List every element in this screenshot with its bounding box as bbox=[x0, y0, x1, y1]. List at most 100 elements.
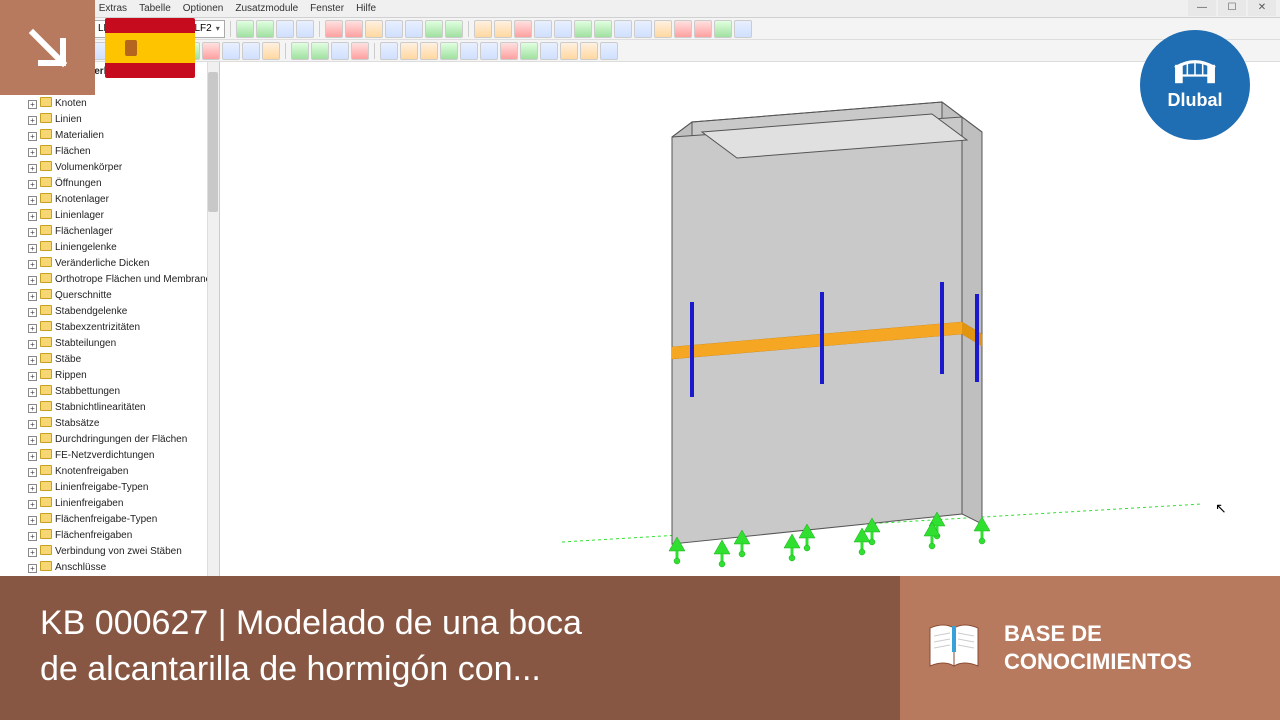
tree-item[interactable]: +Anschlüsse bbox=[28, 560, 219, 576]
tool-btn[interactable] bbox=[440, 42, 458, 60]
tool-btn[interactable] bbox=[654, 20, 672, 38]
app-window: ung Ergebnisse Extras Tabelle Optionen Z… bbox=[0, 0, 1280, 576]
tree-item[interactable]: +Stabbettungen bbox=[28, 384, 219, 400]
tool-btn[interactable] bbox=[480, 42, 498, 60]
tool-btn[interactable] bbox=[242, 42, 260, 60]
tree-item[interactable]: +Stäbe bbox=[28, 352, 219, 368]
tool-btn[interactable] bbox=[425, 20, 443, 38]
tree-item[interactable]: +Materialien bbox=[28, 128, 219, 144]
tree-scrollbar[interactable] bbox=[207, 62, 219, 576]
tree-item[interactable]: +Flächenfreigaben bbox=[28, 528, 219, 544]
tool-btn[interactable] bbox=[325, 20, 343, 38]
tool-btn[interactable] bbox=[256, 20, 274, 38]
tree-item[interactable]: +Knotenlager bbox=[28, 192, 219, 208]
tree-item[interactable]: +FE-Netzverdichtungen bbox=[28, 448, 219, 464]
menu-item[interactable]: Fenster bbox=[310, 3, 344, 14]
tree-item[interactable]: +Stabendgelenke bbox=[28, 304, 219, 320]
window-minimize[interactable]: — bbox=[1188, 0, 1216, 16]
window-close[interactable]: ✕ bbox=[1248, 0, 1276, 16]
tool-btn[interactable] bbox=[600, 42, 618, 60]
tree-item[interactable]: +Linien bbox=[28, 112, 219, 128]
tool-btn[interactable] bbox=[276, 20, 294, 38]
tree-item[interactable]: +Knotenfreigaben bbox=[28, 464, 219, 480]
tool-btn[interactable] bbox=[594, 20, 612, 38]
tool-btn[interactable] bbox=[405, 20, 423, 38]
tool-btn[interactable] bbox=[694, 20, 712, 38]
tool-btn[interactable] bbox=[400, 42, 418, 60]
tree-item[interactable]: +Stabnichtlinearitäten bbox=[28, 400, 219, 416]
tree-item[interactable]: +Liniengelenke bbox=[28, 240, 219, 256]
tool-btn[interactable] bbox=[385, 20, 403, 38]
tool-btn[interactable] bbox=[714, 20, 732, 38]
kb-label-l1: BASE DE bbox=[1004, 620, 1192, 648]
tree-item[interactable]: +Querschnitte bbox=[28, 288, 219, 304]
menu-item[interactable]: Zusatzmodule bbox=[235, 3, 298, 14]
tree-item[interactable]: +Linienfreigaben bbox=[28, 496, 219, 512]
tool-btn[interactable] bbox=[560, 42, 578, 60]
menu-item[interactable]: Tabelle bbox=[139, 3, 171, 14]
tool-btn[interactable] bbox=[554, 20, 572, 38]
tool-btn[interactable] bbox=[445, 20, 463, 38]
tool-btn[interactable] bbox=[734, 20, 752, 38]
tool-btn[interactable] bbox=[540, 42, 558, 60]
kb-label-l2: CONOCIMIENTOS bbox=[1004, 648, 1192, 676]
tool-btn[interactable] bbox=[296, 20, 314, 38]
tree-item[interactable]: +Stabexzentrizitäten bbox=[28, 320, 219, 336]
tree-item[interactable]: +Rippen bbox=[28, 368, 219, 384]
navigator-panel: -Social Media Querkraftdübel -Modelldate… bbox=[0, 62, 220, 576]
video-title: KB 000627 | Modelado de una boca de alca… bbox=[0, 576, 900, 720]
tool-btn[interactable] bbox=[345, 20, 363, 38]
tree-item[interactable]: +Linienfreigabe-Typen bbox=[28, 480, 219, 496]
tree-item[interactable]: +Knoten bbox=[28, 96, 219, 112]
tool-btn[interactable] bbox=[236, 20, 254, 38]
tool-btn[interactable] bbox=[514, 20, 532, 38]
tree-item[interactable]: +Stabteilungen bbox=[28, 336, 219, 352]
cursor-icon: ↖ bbox=[1215, 500, 1227, 517]
tree-item[interactable]: +Stabsätze bbox=[28, 416, 219, 432]
tool-btn[interactable] bbox=[365, 20, 383, 38]
tool-btn[interactable] bbox=[674, 20, 692, 38]
tree-item[interactable]: +Linienlager bbox=[28, 208, 219, 224]
tool-btn[interactable] bbox=[580, 42, 598, 60]
tree-item[interactable]: +Orthotrope Flächen und Membranen bbox=[28, 272, 219, 288]
tool-btn[interactable] bbox=[494, 20, 512, 38]
tree-item[interactable]: +Flächenfreigabe-Typen bbox=[28, 512, 219, 528]
menu-item[interactable]: Optionen bbox=[183, 3, 224, 14]
tool-btn[interactable] bbox=[331, 42, 349, 60]
tool-btn[interactable] bbox=[520, 42, 538, 60]
book-icon bbox=[924, 616, 984, 681]
window-maximize[interactable]: ☐ bbox=[1218, 0, 1246, 16]
tool-btn[interactable] bbox=[351, 42, 369, 60]
menu-item[interactable]: Extras bbox=[99, 3, 127, 14]
tree-item[interactable]: +Flächen bbox=[28, 144, 219, 160]
tree-item[interactable]: +Öffnungen bbox=[28, 176, 219, 192]
lower-third: KB 000627 | Modelado de una boca de alca… bbox=[0, 576, 1280, 720]
tool-btn[interactable] bbox=[574, 20, 592, 38]
model-viewport[interactable] bbox=[222, 62, 1280, 576]
tool-btn[interactable] bbox=[634, 20, 652, 38]
corner-badge bbox=[0, 0, 95, 95]
tool-btn[interactable] bbox=[474, 20, 492, 38]
tree-item[interactable]: +Verbindung von zwei Stäben bbox=[28, 544, 219, 560]
tool-btn[interactable] bbox=[202, 42, 220, 60]
tool-btn[interactable] bbox=[222, 42, 240, 60]
kb-badge: BASE DE CONOCIMIENTOS bbox=[900, 576, 1280, 720]
logo-text: Dlubal bbox=[1167, 90, 1222, 111]
tool-btn[interactable] bbox=[262, 42, 280, 60]
tool-btn[interactable] bbox=[500, 42, 518, 60]
tool-btn[interactable] bbox=[311, 42, 329, 60]
tool-btn[interactable] bbox=[614, 20, 632, 38]
tool-btn[interactable] bbox=[380, 42, 398, 60]
menu-item[interactable]: Hilfe bbox=[356, 3, 376, 14]
tree-item[interactable]: +Veränderliche Dicken bbox=[28, 256, 219, 272]
tree-item[interactable]: +Volumenkörper bbox=[28, 160, 219, 176]
tree-item[interactable]: +Durchdringungen der Flächen bbox=[28, 432, 219, 448]
tree-item[interactable]: +Flächenlager bbox=[28, 224, 219, 240]
menu-bar: ung Ergebnisse Extras Tabelle Optionen Z… bbox=[0, 0, 1280, 18]
spain-flag-icon bbox=[105, 18, 195, 78]
tool-btn[interactable] bbox=[420, 42, 438, 60]
dlubal-logo: Dlubal bbox=[1140, 30, 1250, 140]
tool-btn[interactable] bbox=[534, 20, 552, 38]
tool-btn[interactable] bbox=[291, 42, 309, 60]
tool-btn[interactable] bbox=[460, 42, 478, 60]
